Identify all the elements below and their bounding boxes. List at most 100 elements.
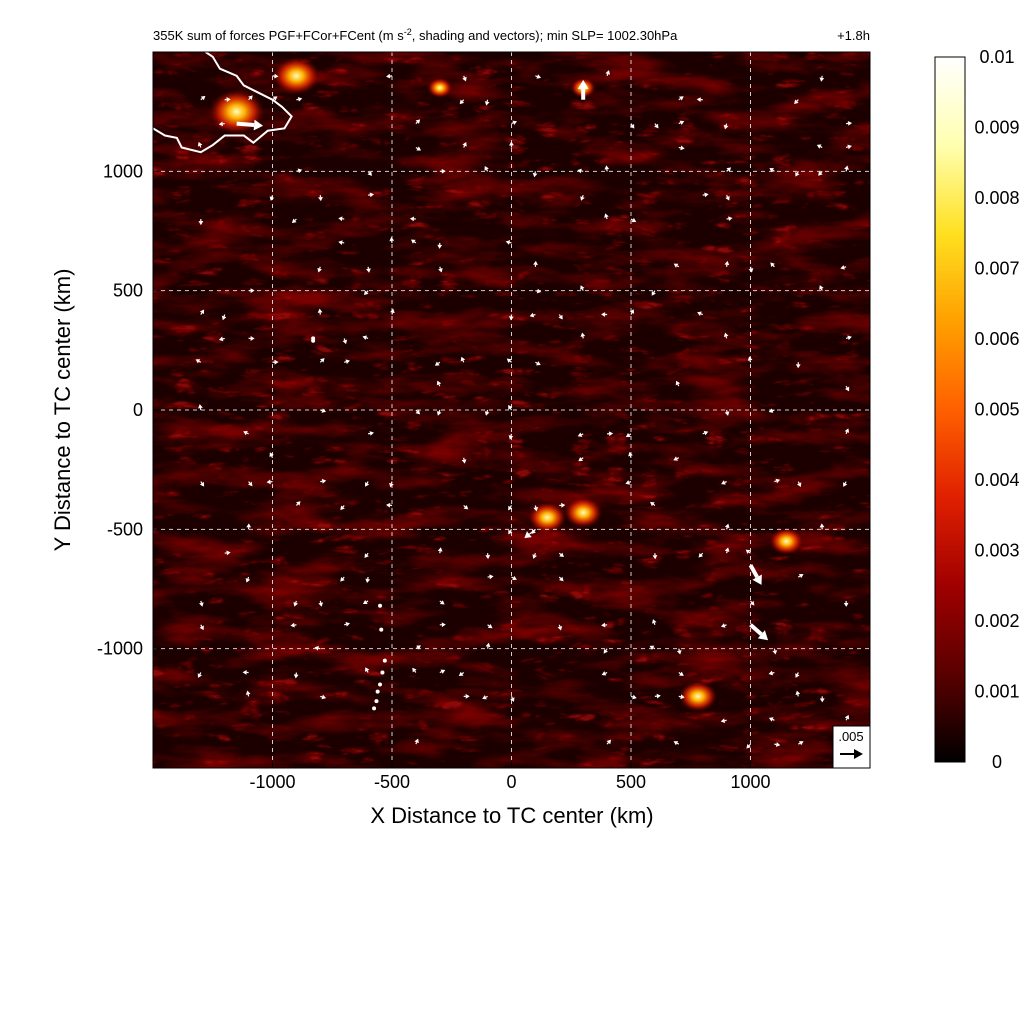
small-vector — [749, 600, 755, 606]
small-vector — [630, 694, 637, 700]
small-vector — [437, 547, 443, 554]
small-vector — [816, 144, 823, 149]
small-vector — [675, 380, 681, 387]
small-vector — [625, 432, 632, 437]
small-vector — [199, 600, 204, 607]
small-vector — [221, 314, 227, 321]
small-vector — [720, 623, 727, 628]
small-vector — [365, 667, 370, 673]
small-vector — [410, 239, 417, 244]
x-tick-label: 500 — [616, 772, 646, 792]
small-vector — [344, 359, 350, 365]
time-label: +1.8h — [837, 28, 870, 43]
small-vector — [625, 480, 632, 485]
small-vector — [601, 671, 608, 676]
small-vector — [436, 409, 442, 416]
colorbar-ticks: 0.01 0.009 0.008 0.007 0.006 0.005 0.004 0.003 0… — [974, 47, 1019, 772]
small-vector — [795, 362, 801, 369]
colorbar-bar — [934, 56, 966, 763]
small-vector — [412, 667, 417, 673]
x-axis: -1000 -500 0 500 1000 — [249, 762, 771, 792]
small-vector — [487, 623, 493, 629]
small-vector — [242, 670, 249, 675]
small-vector — [770, 262, 775, 268]
small-vector — [266, 479, 273, 485]
small-vector — [840, 265, 847, 270]
small-vector — [487, 574, 494, 580]
small-vector — [720, 718, 727, 724]
small-vector — [248, 481, 253, 487]
colorbar-tick-label: 0.01 — [979, 47, 1014, 67]
small-vector — [768, 717, 775, 722]
small-vector — [318, 195, 323, 202]
small-vector — [533, 260, 538, 267]
small-vector — [723, 332, 729, 339]
small-vector — [364, 552, 369, 559]
reference-arrow — [840, 749, 863, 759]
small-vector — [798, 573, 804, 579]
small-vector — [601, 622, 608, 628]
small-vector — [535, 361, 541, 366]
small-vector — [509, 141, 514, 148]
reference-vector-label: .005 — [838, 729, 863, 744]
small-vector — [314, 645, 321, 651]
small-vector — [318, 600, 324, 607]
small-vector — [484, 409, 490, 416]
small-vector — [362, 335, 369, 340]
small-vector — [317, 266, 322, 273]
small-vector — [365, 481, 370, 487]
small-vector — [747, 356, 753, 363]
small-vector — [605, 70, 611, 77]
small-vector — [272, 73, 279, 79]
small-vector — [200, 95, 206, 101]
small-vector — [484, 166, 489, 172]
small-vector — [272, 96, 278, 101]
small-vector — [654, 123, 659, 129]
small-vector — [795, 690, 801, 697]
small-vector — [678, 671, 684, 676]
small-vector — [462, 142, 467, 148]
small-vector — [439, 669, 446, 674]
small-vector — [243, 430, 249, 436]
colorbar-tick-label: 0.001 — [974, 682, 1019, 702]
islands — [311, 336, 387, 711]
small-vector — [845, 335, 852, 341]
small-vector — [745, 549, 751, 554]
y-axis-label: Y Distance to TC center (km) — [50, 269, 75, 552]
small-vector — [601, 312, 608, 317]
island — [374, 699, 379, 704]
small-vector — [508, 529, 513, 535]
y-tick-label: 1000 — [103, 161, 143, 181]
small-vector — [438, 266, 443, 273]
small-vector — [342, 338, 348, 345]
small-vector — [768, 408, 775, 413]
small-vector — [535, 288, 542, 294]
small-vector — [463, 693, 470, 699]
island — [379, 627, 384, 632]
small-vector — [819, 696, 825, 703]
small-vector — [796, 481, 802, 488]
small-vector — [673, 741, 680, 746]
small-vector — [269, 195, 275, 201]
small-vector — [390, 308, 395, 315]
small-vector — [721, 480, 727, 485]
small-vector — [248, 95, 253, 101]
large-vector — [524, 528, 536, 539]
small-vector — [603, 648, 608, 654]
x-tick-label: -1000 — [249, 772, 295, 792]
small-vector — [845, 144, 852, 150]
small-vector — [415, 409, 421, 415]
small-vector — [409, 216, 416, 222]
small-vector — [577, 432, 584, 437]
small-vector — [508, 314, 514, 321]
small-vector — [365, 576, 371, 583]
colorbar-tick-label: 0.004 — [974, 470, 1019, 490]
small-vector — [702, 430, 709, 436]
small-vector — [368, 192, 375, 198]
small-vector — [798, 741, 804, 746]
small-vector — [726, 216, 733, 222]
small-vector — [678, 96, 684, 101]
small-vector — [245, 690, 251, 697]
small-vector — [340, 576, 345, 582]
